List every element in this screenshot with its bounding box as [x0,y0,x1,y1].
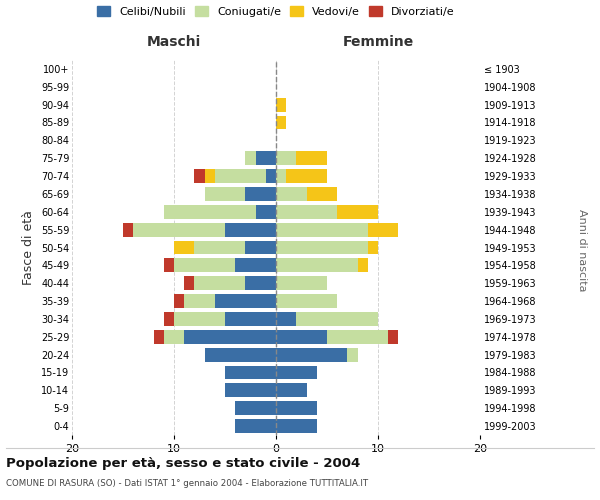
Bar [296,151,327,165]
Bar [184,294,215,308]
Bar [154,330,164,344]
Bar [327,330,388,344]
Bar [368,222,398,236]
Bar [164,330,184,344]
Bar [133,222,225,236]
Bar [123,222,133,236]
Bar [235,258,276,272]
Bar [205,187,245,201]
Bar [276,401,317,415]
Bar [215,169,266,183]
Bar [215,294,276,308]
Bar [276,419,317,433]
Bar [276,98,286,112]
Bar [276,187,307,201]
Bar [256,151,276,165]
Bar [225,366,276,380]
Bar [276,276,327,290]
Bar [276,366,317,380]
Bar [266,169,276,183]
Bar [368,240,378,254]
Bar [276,294,337,308]
Bar [205,169,215,183]
Bar [245,240,276,254]
Bar [174,312,225,326]
Bar [194,240,245,254]
Bar [174,240,194,254]
Bar [276,348,347,362]
Bar [296,312,378,326]
Bar [164,205,256,219]
Bar [164,258,174,272]
Bar [276,258,358,272]
Bar [184,276,194,290]
Bar [276,222,368,236]
Bar [235,419,276,433]
Bar [276,151,296,165]
Bar [174,294,184,308]
Bar [225,312,276,326]
Bar [256,205,276,219]
Bar [347,348,358,362]
Bar [276,312,296,326]
Y-axis label: Fasce di età: Fasce di età [22,210,35,285]
Bar [164,312,174,326]
Text: Popolazione per età, sesso e stato civile - 2004: Popolazione per età, sesso e stato civil… [6,458,360,470]
Bar [276,384,307,398]
Bar [358,258,368,272]
Bar [245,276,276,290]
Text: COMUNE DI RASURA (SO) - Dati ISTAT 1° gennaio 2004 - Elaborazione TUTTITALIA.IT: COMUNE DI RASURA (SO) - Dati ISTAT 1° ge… [6,479,368,488]
Legend: Celibi/Nubili, Coniugati/e, Vedovi/e, Divorziati/e: Celibi/Nubili, Coniugati/e, Vedovi/e, Di… [97,6,455,17]
Bar [205,348,276,362]
Bar [245,187,276,201]
Bar [276,240,368,254]
Bar [286,169,327,183]
Bar [276,330,327,344]
Bar [337,205,378,219]
Bar [174,258,235,272]
Text: Maschi: Maschi [147,36,201,50]
Bar [184,330,276,344]
Bar [388,330,398,344]
Bar [225,222,276,236]
Text: Anni di nascita: Anni di nascita [577,209,587,291]
Bar [194,276,245,290]
Bar [276,169,286,183]
Text: Femmine: Femmine [343,36,413,50]
Bar [235,401,276,415]
Bar [194,169,205,183]
Bar [276,116,286,130]
Bar [307,187,337,201]
Bar [225,384,276,398]
Bar [276,205,337,219]
Bar [245,151,256,165]
